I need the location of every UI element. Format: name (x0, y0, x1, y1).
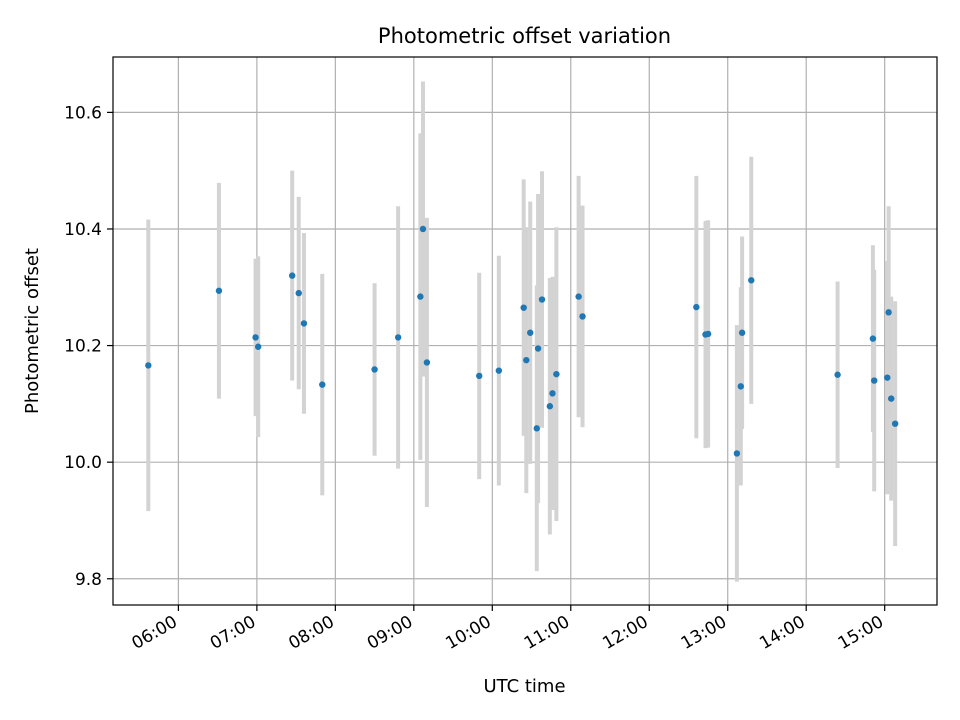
data-point (737, 383, 745, 390)
data-point (553, 370, 560, 378)
data-point (495, 367, 503, 374)
data-points (145, 225, 899, 457)
data-point (145, 362, 152, 369)
data-point (549, 390, 556, 397)
data-point (704, 330, 712, 338)
y-axis-label: Photometric offset (22, 248, 43, 414)
data-point (319, 381, 326, 388)
data-point (733, 450, 741, 457)
data-point (295, 289, 302, 297)
data-point (520, 304, 527, 311)
data-point (533, 425, 540, 432)
y-tick-label: 10.4 (64, 220, 102, 240)
data-point (546, 403, 554, 410)
y-tick-label: 10.2 (64, 337, 102, 357)
data-point (476, 372, 483, 380)
data-point (423, 359, 431, 366)
data-point (523, 356, 530, 364)
data-point (891, 420, 899, 427)
data-point (419, 225, 427, 233)
data-point (869, 335, 877, 342)
data-point (417, 293, 424, 300)
y-tick-label: 10.6 (64, 103, 102, 123)
data-point (693, 303, 700, 311)
data-point (884, 374, 891, 381)
data-point (252, 334, 259, 341)
data-point (538, 296, 546, 303)
data-point (534, 345, 542, 352)
data-point (254, 343, 262, 350)
data-point (738, 329, 746, 336)
data-point (834, 371, 841, 378)
data-point (888, 395, 895, 402)
data-point (215, 287, 223, 294)
data-point (579, 313, 586, 320)
data-point (300, 320, 308, 327)
y-tick-label: 9.8 (75, 570, 102, 590)
y-axis-ticks: 9.8 10.0 10.2 10.4 10.6 (64, 103, 113, 590)
data-point (748, 277, 755, 284)
data-point (394, 334, 402, 341)
data-point (288, 272, 296, 279)
x-axis-label: UTC time (483, 676, 565, 697)
data-point (527, 329, 534, 336)
data-point (371, 366, 378, 373)
data-point (575, 293, 582, 300)
chart-title: Photometric offset variation (378, 24, 671, 48)
plot-frame (112, 56, 938, 606)
data-point (871, 377, 878, 384)
y-tick-label: 10.0 (64, 453, 102, 473)
data-point (885, 309, 892, 316)
